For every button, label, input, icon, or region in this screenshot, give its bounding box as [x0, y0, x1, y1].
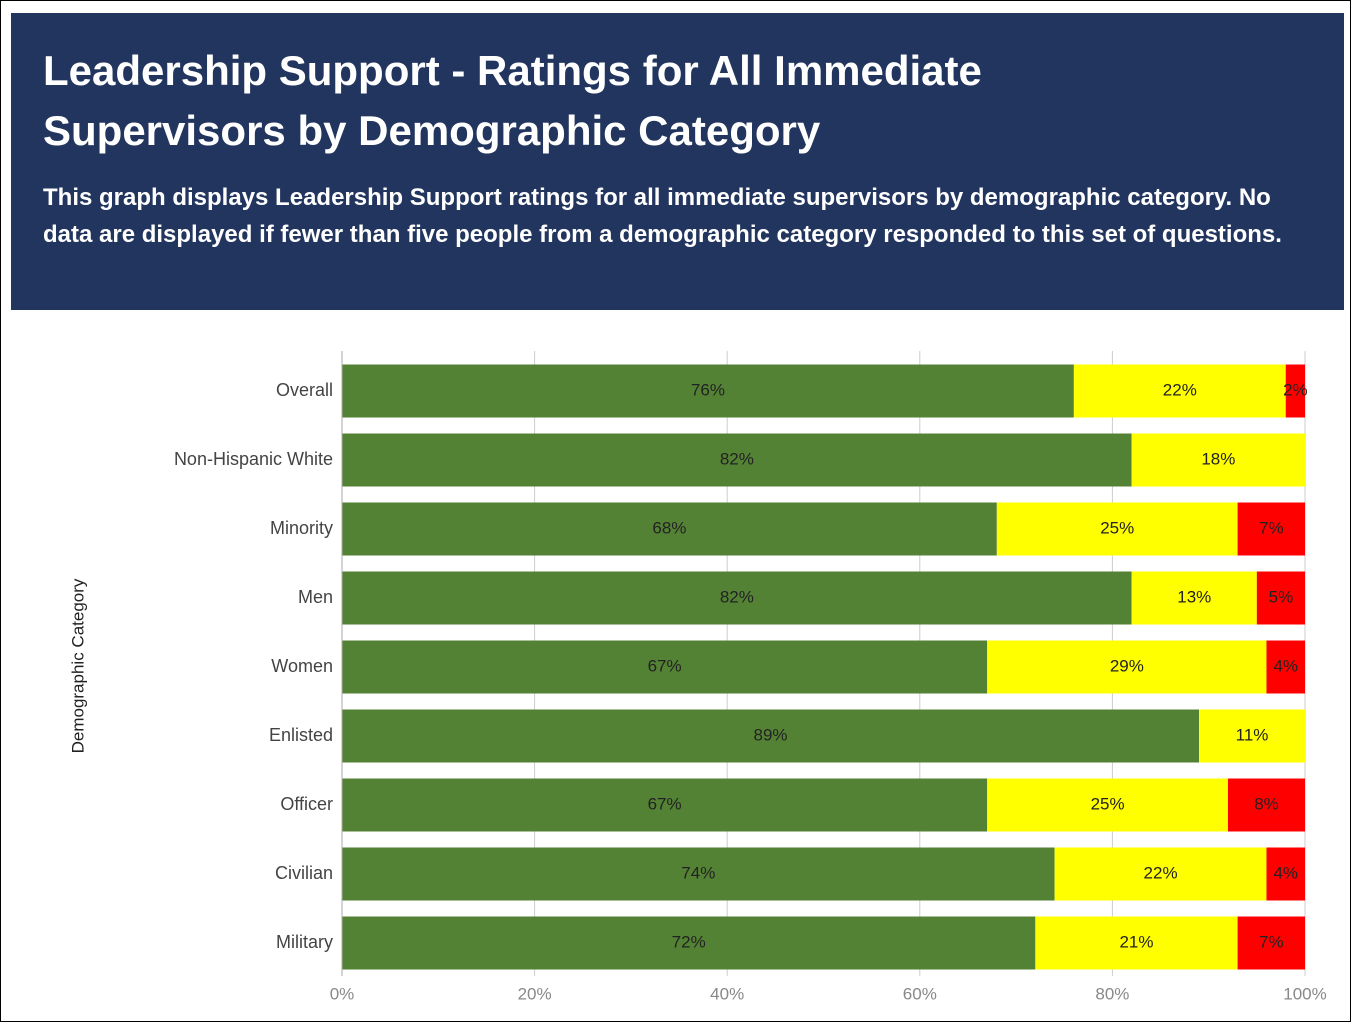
bar-segment: [342, 916, 1036, 970]
bar-segment: [1266, 847, 1305, 901]
data-label: 2%: [1283, 380, 1308, 399]
chart-title: Leadership Support - Ratings for All Imm…: [43, 47, 982, 154]
y-tick-label: Military: [276, 932, 333, 952]
data-label: 11%: [1236, 725, 1269, 744]
data-label: 25%: [1091, 794, 1125, 813]
header: Leadership Support - Ratings for All Imm…: [11, 13, 1344, 310]
y-tick-label: Men: [298, 587, 333, 607]
bar-segment: [342, 571, 1132, 625]
data-label: 82%: [720, 449, 754, 468]
data-label: 5%: [1269, 587, 1294, 606]
bar-segment: [1199, 709, 1305, 763]
x-tick-label: 60%: [903, 984, 937, 1003]
bar-segment: [1237, 916, 1305, 970]
bar-segment: [1266, 640, 1305, 694]
data-label: 22%: [1163, 380, 1197, 399]
data-label: 67%: [648, 794, 682, 813]
data-label: 82%: [720, 587, 754, 606]
bar-segment: [1227, 778, 1305, 832]
y-tick-label: Enlisted: [269, 725, 333, 745]
bar-segment: [342, 502, 997, 556]
bar-segment: [342, 433, 1132, 487]
data-label: 68%: [652, 518, 686, 537]
bar-segment: [996, 502, 1238, 556]
chart-subtitle: This graph displays Leadership Support r…: [43, 184, 1282, 248]
data-label: 76%: [691, 380, 725, 399]
data-label: 67%: [648, 656, 682, 675]
x-tick-label: 20%: [518, 984, 552, 1003]
x-tick-label: 0%: [330, 984, 355, 1003]
bar-segment: [342, 640, 988, 694]
data-label: 8%: [1254, 794, 1279, 813]
data-label: 89%: [754, 725, 788, 744]
data-label: 22%: [1144, 863, 1178, 882]
x-tick-label: 100%: [1283, 984, 1326, 1003]
y-axis-label: Demographic Category: [68, 578, 87, 753]
bar-segment: [342, 709, 1200, 763]
data-label: 25%: [1100, 518, 1134, 537]
x-tick-label: 40%: [710, 984, 744, 1003]
data-label: 7%: [1259, 932, 1284, 951]
y-tick-label: Minority: [270, 518, 333, 538]
bar-segment: [342, 778, 988, 832]
bar-segment: [1256, 571, 1305, 625]
bar-segment: [1285, 364, 1305, 418]
bar-segment: [1035, 916, 1238, 970]
data-label: 13%: [1177, 587, 1211, 606]
data-label: 7%: [1259, 518, 1284, 537]
x-tick-label: 80%: [1095, 984, 1129, 1003]
y-tick-label: Civilian: [275, 863, 333, 883]
bar-segment: [1131, 571, 1257, 625]
y-tick-label: Women: [271, 656, 333, 676]
bar-segment: [1054, 847, 1267, 901]
y-tick-label: Non-Hispanic White: [174, 449, 333, 469]
bar-segment: [1073, 364, 1286, 418]
data-label: 18%: [1201, 449, 1235, 468]
data-label: 21%: [1119, 932, 1153, 951]
data-label: 4%: [1273, 863, 1298, 882]
data-label: 74%: [681, 863, 715, 882]
bar-segment: [342, 847, 1055, 901]
bar-segment: [342, 364, 1074, 418]
bar-segment: [1131, 433, 1305, 487]
y-tick-label: Officer: [280, 794, 333, 814]
y-tick-label: Overall: [276, 380, 333, 400]
data-label: 4%: [1273, 656, 1298, 675]
data-label: 29%: [1110, 656, 1144, 675]
bar-segment: [987, 640, 1267, 694]
bar-segment: [1237, 502, 1305, 556]
bar-segment: [987, 778, 1228, 832]
data-label: 72%: [672, 932, 706, 951]
